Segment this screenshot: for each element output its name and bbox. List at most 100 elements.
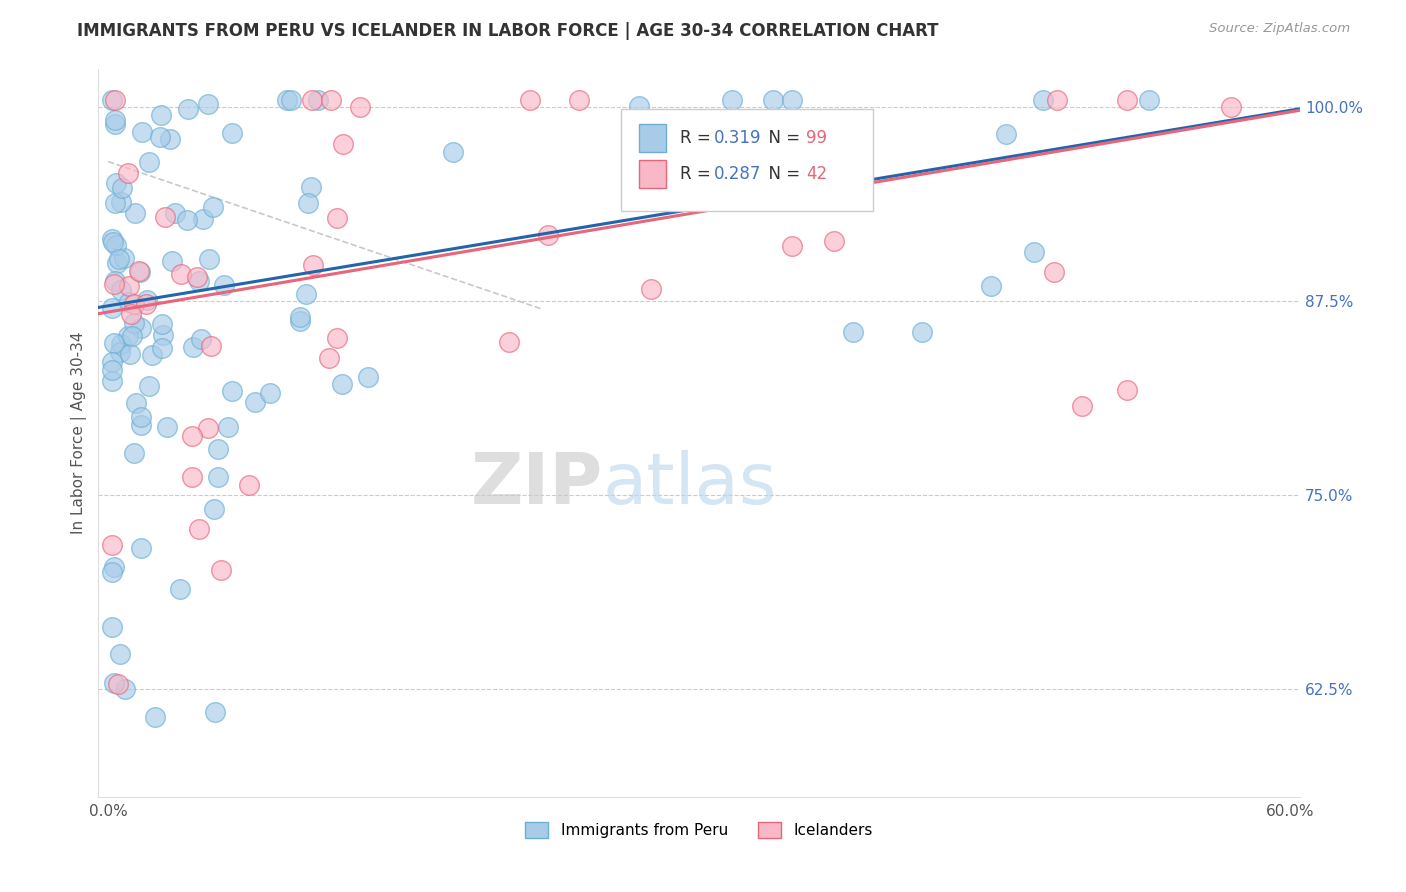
- Point: [1115, 93, 1137, 107]
- Point: [294, 287, 316, 301]
- Point: [301, 258, 323, 272]
- Point: [170, 267, 193, 281]
- Point: [1022, 244, 1045, 259]
- Point: [122, 317, 145, 331]
- Legend: Immigrants from Peru, Icelanders: Immigrants from Peru, Icelanders: [519, 816, 879, 845]
- Point: [180, 429, 202, 443]
- Point: [101, 565, 124, 579]
- Point: [169, 582, 191, 597]
- Point: [135, 297, 157, 311]
- Point: [135, 293, 157, 308]
- Point: [325, 331, 347, 345]
- Point: [191, 212, 214, 227]
- Text: R =: R =: [681, 128, 716, 147]
- Point: [200, 339, 222, 353]
- Point: [280, 93, 302, 107]
- Point: [221, 384, 243, 398]
- Point: [187, 274, 209, 288]
- Point: [190, 332, 212, 346]
- Point: [101, 232, 124, 246]
- Point: [842, 325, 865, 339]
- Point: [180, 469, 202, 483]
- Point: [330, 376, 353, 391]
- Point: [198, 252, 221, 267]
- Point: [332, 136, 354, 151]
- Point: [143, 710, 166, 724]
- Point: [1116, 383, 1139, 397]
- Point: [1220, 100, 1243, 114]
- Point: [110, 283, 132, 297]
- Text: 42: 42: [806, 165, 827, 183]
- Point: [207, 442, 229, 456]
- Point: [217, 420, 239, 434]
- Point: [188, 522, 211, 536]
- Point: [221, 126, 243, 140]
- Point: [326, 211, 349, 225]
- Point: [114, 681, 136, 696]
- Text: R =: R =: [681, 165, 716, 183]
- Point: [319, 93, 342, 107]
- Point: [101, 363, 124, 377]
- Point: [197, 421, 219, 435]
- Point: [201, 200, 224, 214]
- FancyBboxPatch shape: [640, 124, 665, 152]
- Point: [204, 706, 226, 720]
- Point: [761, 93, 783, 107]
- Point: [683, 137, 706, 152]
- Point: [980, 278, 1002, 293]
- Point: [121, 329, 143, 343]
- Point: [131, 417, 153, 432]
- Point: [301, 93, 323, 107]
- Text: Source: ZipAtlas.com: Source: ZipAtlas.com: [1209, 22, 1350, 36]
- Point: [288, 314, 311, 328]
- Point: [101, 301, 124, 315]
- Point: [125, 396, 148, 410]
- Point: [122, 446, 145, 460]
- Point: [103, 559, 125, 574]
- Point: [276, 93, 298, 107]
- Point: [105, 256, 128, 270]
- Point: [165, 206, 187, 220]
- Point: [150, 317, 173, 331]
- Point: [152, 327, 174, 342]
- Point: [131, 125, 153, 139]
- Point: [307, 93, 329, 107]
- Point: [129, 541, 152, 555]
- Point: [129, 409, 152, 424]
- Point: [259, 386, 281, 401]
- FancyBboxPatch shape: [621, 109, 873, 211]
- Point: [568, 93, 591, 107]
- Point: [129, 265, 152, 279]
- Point: [159, 131, 181, 145]
- Point: [138, 154, 160, 169]
- Text: 99: 99: [806, 128, 827, 147]
- Point: [110, 195, 132, 210]
- Point: [104, 176, 127, 190]
- Point: [640, 282, 662, 296]
- Point: [118, 279, 141, 293]
- Text: N =: N =: [758, 128, 806, 147]
- Point: [1032, 93, 1054, 107]
- Point: [103, 675, 125, 690]
- Point: [105, 237, 128, 252]
- Point: [128, 264, 150, 278]
- Point: [103, 277, 125, 291]
- Point: [318, 351, 340, 365]
- Point: [108, 252, 131, 267]
- Point: [780, 238, 803, 252]
- Point: [156, 420, 179, 434]
- Point: [238, 478, 260, 492]
- Point: [911, 325, 934, 339]
- Point: [101, 374, 124, 388]
- Point: [349, 100, 371, 114]
- Point: [118, 347, 141, 361]
- Point: [780, 93, 803, 107]
- Point: [104, 117, 127, 131]
- Point: [103, 336, 125, 351]
- Point: [519, 93, 541, 107]
- Point: [1043, 265, 1066, 279]
- Point: [197, 97, 219, 112]
- Point: [721, 93, 744, 107]
- Point: [207, 470, 229, 484]
- Point: [288, 310, 311, 324]
